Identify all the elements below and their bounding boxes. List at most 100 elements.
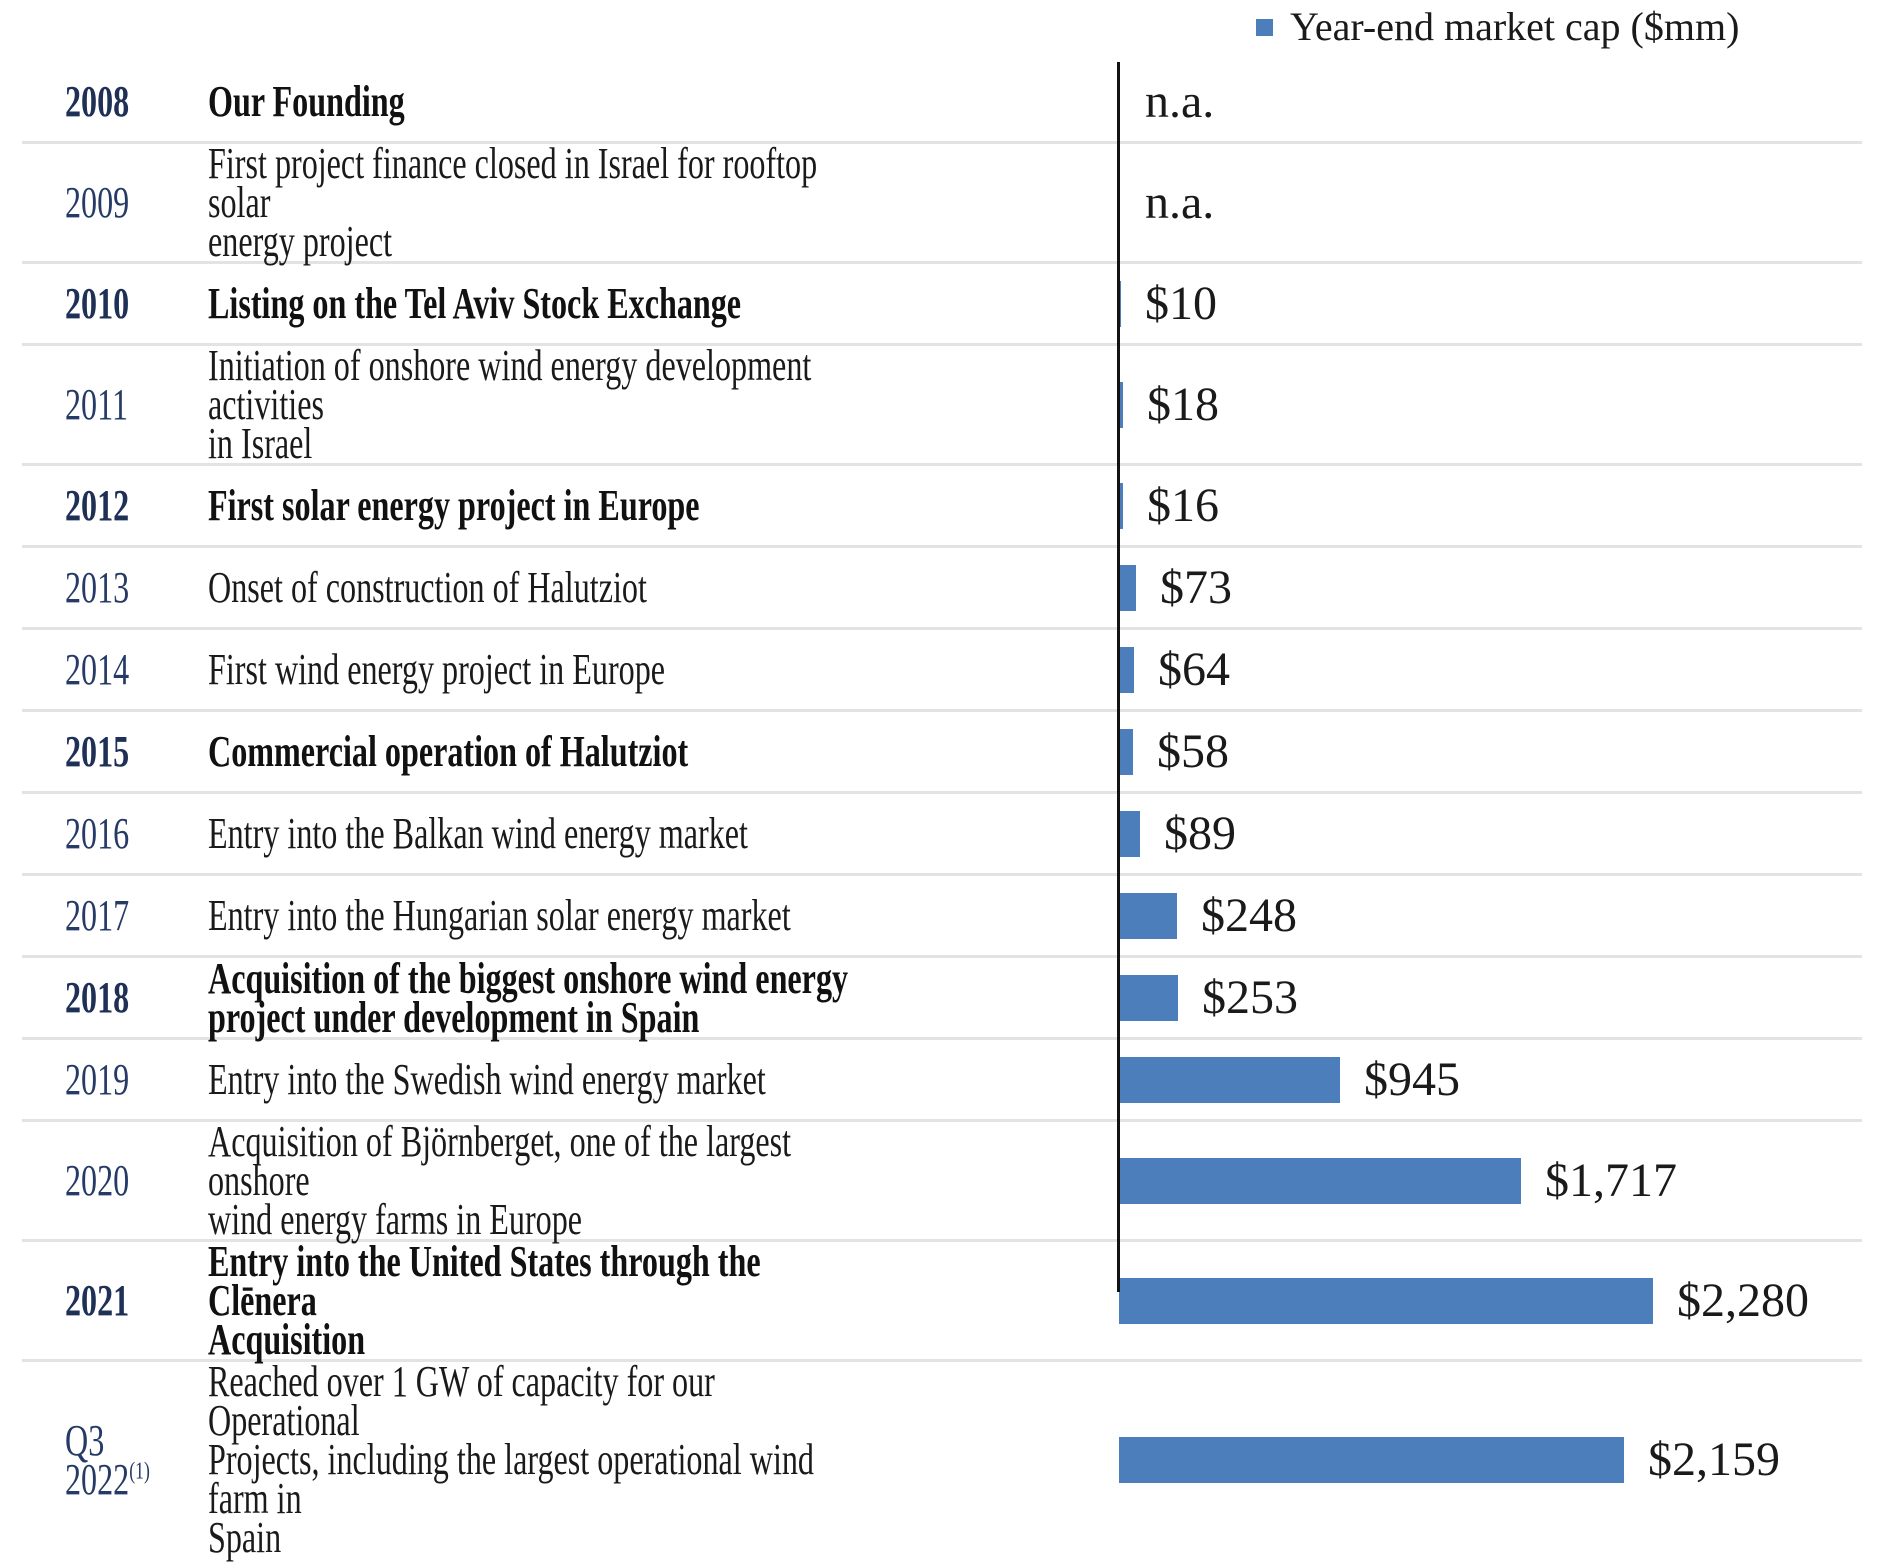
year-text: 2015 bbox=[65, 730, 129, 774]
table-row: 2016 Entry into the Balkan wind energy m… bbox=[22, 794, 1862, 876]
year-text: 2010 bbox=[65, 282, 129, 326]
bar-chart-cell: $16 bbox=[1108, 478, 1862, 532]
year-cell: 2017 bbox=[22, 894, 208, 938]
year-text: 2009 bbox=[65, 181, 129, 225]
bar-chart-cell: $253 bbox=[1108, 973, 1862, 1022]
row-year: 2021 bbox=[65, 1276, 130, 1325]
table-row: 2017 Entry into the Hungarian solar ener… bbox=[22, 876, 1862, 958]
market-cap-value-label: $1,717 bbox=[1545, 1153, 1677, 1207]
table-row: 2010 Listing on the Tel Aviv Stock Excha… bbox=[22, 264, 1862, 346]
market-cap-value-label: $2,280 bbox=[1677, 1273, 1809, 1327]
row-year: 2010 bbox=[65, 279, 130, 328]
row-year: 2017 bbox=[65, 891, 130, 940]
milestone-cell: Entry into the Balkan wind energy market bbox=[208, 812, 1108, 856]
milestone-cell: Listing on the Tel Aviv Stock Exchange bbox=[208, 279, 1108, 328]
row-year: 2016 bbox=[65, 809, 130, 858]
year-superscript: (1) bbox=[129, 1456, 150, 1484]
year-cell: 2015 bbox=[22, 730, 208, 774]
milestone-cell: Initiation of onshore wind energy develo… bbox=[208, 341, 1108, 468]
market-cap-value-label: $64 bbox=[1158, 642, 1230, 696]
row-year: 2018 bbox=[65, 973, 130, 1022]
market-cap-bar bbox=[1119, 1277, 1653, 1324]
milestone-text: Entry into the Hungarian solar energy ma… bbox=[208, 891, 791, 940]
year-text: 2018 bbox=[65, 976, 129, 1020]
milestone-cell: Acquisition of Björnberget, one of the l… bbox=[208, 1120, 1108, 1242]
market-cap-bar bbox=[1119, 892, 1177, 939]
market-cap-bar bbox=[1119, 1157, 1521, 1204]
year-cell: 2020 bbox=[22, 1159, 208, 1203]
year-cell: 2019 bbox=[22, 1058, 208, 1102]
table-row: 2013 Onset of construction of Halutziot … bbox=[22, 548, 1862, 630]
market-cap-value-label: $58 bbox=[1157, 724, 1229, 778]
market-cap-value-label: n.a. bbox=[1145, 175, 1215, 229]
year-cell: 2018 bbox=[22, 976, 208, 1020]
year-text: 2021 bbox=[65, 1279, 129, 1323]
market-cap-bar bbox=[1119, 564, 1136, 611]
year-text: 2012 bbox=[65, 484, 129, 528]
bar-chart-cell: n.a. bbox=[1108, 175, 1862, 229]
market-cap-value-label: $89 bbox=[1164, 806, 1236, 860]
row-year: 2011 bbox=[65, 380, 129, 429]
year-cell: 2014 bbox=[22, 648, 208, 692]
milestone-cell: First project finance closed in Israel f… bbox=[208, 139, 1108, 266]
table-row: 2021 Entry into the United States throug… bbox=[22, 1237, 1862, 1364]
market-cap-bar bbox=[1119, 1056, 1340, 1103]
market-cap-bar bbox=[1119, 646, 1134, 693]
chart-baseline-axis bbox=[1117, 62, 1120, 1292]
market-cap-bar bbox=[1119, 1436, 1624, 1483]
milestone-cell: Entry into the Swedish wind energy marke… bbox=[208, 1058, 1108, 1102]
row-year: Q3 2022 bbox=[65, 1415, 130, 1504]
row-year: 2015 bbox=[65, 727, 130, 776]
milestone-cell: Onset of construction of Halutziot bbox=[208, 563, 1108, 612]
bar-chart-cell: $64 bbox=[1108, 642, 1862, 696]
market-cap-value-label: $248 bbox=[1201, 888, 1297, 942]
year-cell: Q3 2022(1) bbox=[22, 1418, 208, 1501]
row-year: 2009 bbox=[65, 178, 130, 227]
market-cap-bar bbox=[1119, 974, 1178, 1021]
milestone-text: Entry into the United States through the… bbox=[208, 1237, 761, 1364]
market-cap-bar bbox=[1119, 810, 1140, 857]
milestone-text: Onset of construction of Halutziot bbox=[208, 563, 647, 612]
market-cap-bar bbox=[1119, 381, 1123, 428]
year-cell: 2013 bbox=[22, 566, 208, 610]
market-cap-value-label: $10 bbox=[1145, 276, 1217, 330]
market-cap-bar bbox=[1119, 482, 1123, 529]
year-text: Q3 2022(1) bbox=[65, 1418, 150, 1501]
table-row: Q3 2022(1) Reached over 1 GW of capacity… bbox=[22, 1357, 1862, 1562]
milestone-text: Commercial operation of Halutziot bbox=[208, 727, 689, 776]
bar-chart-cell: $58 bbox=[1108, 724, 1862, 778]
milestone-text: Listing on the Tel Aviv Stock Exchange bbox=[208, 279, 742, 328]
table-row: 2008 Our Founding n.a. bbox=[22, 62, 1862, 144]
table-row: 2011 Initiation of onshore wind energy d… bbox=[22, 341, 1862, 468]
milestone-text: Initiation of onshore wind energy develo… bbox=[208, 341, 812, 468]
market-cap-value-label: $16 bbox=[1147, 478, 1219, 532]
table-row: 2020 Acquisition of Björnberget, one of … bbox=[22, 1120, 1862, 1242]
year-text: 2011 bbox=[65, 383, 128, 427]
market-cap-value-label: $73 bbox=[1160, 560, 1232, 614]
table-row: 2009 First project finance closed in Isr… bbox=[22, 139, 1862, 266]
row-year: 2019 bbox=[65, 1055, 130, 1104]
milestone-text: First solar energy project in Europe bbox=[208, 481, 700, 530]
market-cap-bar bbox=[1119, 728, 1133, 775]
year-cell: 2008 bbox=[22, 80, 208, 124]
year-cell: 2012 bbox=[22, 484, 208, 528]
legend-series-marker-icon bbox=[1256, 18, 1273, 36]
bar-chart-cell: $2,159 bbox=[1108, 1432, 1862, 1486]
year-text: 2013 bbox=[65, 566, 129, 610]
milestone-text: Our Founding bbox=[208, 77, 405, 126]
year-text: 2020 bbox=[65, 1159, 129, 1203]
year-cell: 2021 bbox=[22, 1279, 208, 1323]
table-row: 2014 First wind energy project in Europe… bbox=[22, 630, 1862, 712]
milestone-cell: Acquisition of the biggest onshore wind … bbox=[208, 956, 1108, 1039]
milestone-text: First project finance closed in Israel f… bbox=[208, 139, 818, 266]
milestone-cell: Entry into the Hungarian solar energy ma… bbox=[208, 891, 1108, 940]
bar-chart-cell: $73 bbox=[1108, 560, 1862, 614]
market-cap-value-label: $2,159 bbox=[1648, 1432, 1780, 1486]
milestone-cell: First wind energy project in Europe bbox=[208, 648, 1108, 692]
milestone-cell: First solar energy project in Europe bbox=[208, 481, 1108, 530]
table-row: 2019 Entry into the Swedish wind energy … bbox=[22, 1040, 1862, 1122]
bar-chart-cell: $10 bbox=[1108, 276, 1862, 330]
table-row: 2018 Acquisition of the biggest onshore … bbox=[22, 956, 1862, 1040]
table-row: 2015 Commercial operation of Halutziot $… bbox=[22, 712, 1862, 794]
milestone-text: Reached over 1 GW of capacity for our Op… bbox=[208, 1357, 814, 1562]
